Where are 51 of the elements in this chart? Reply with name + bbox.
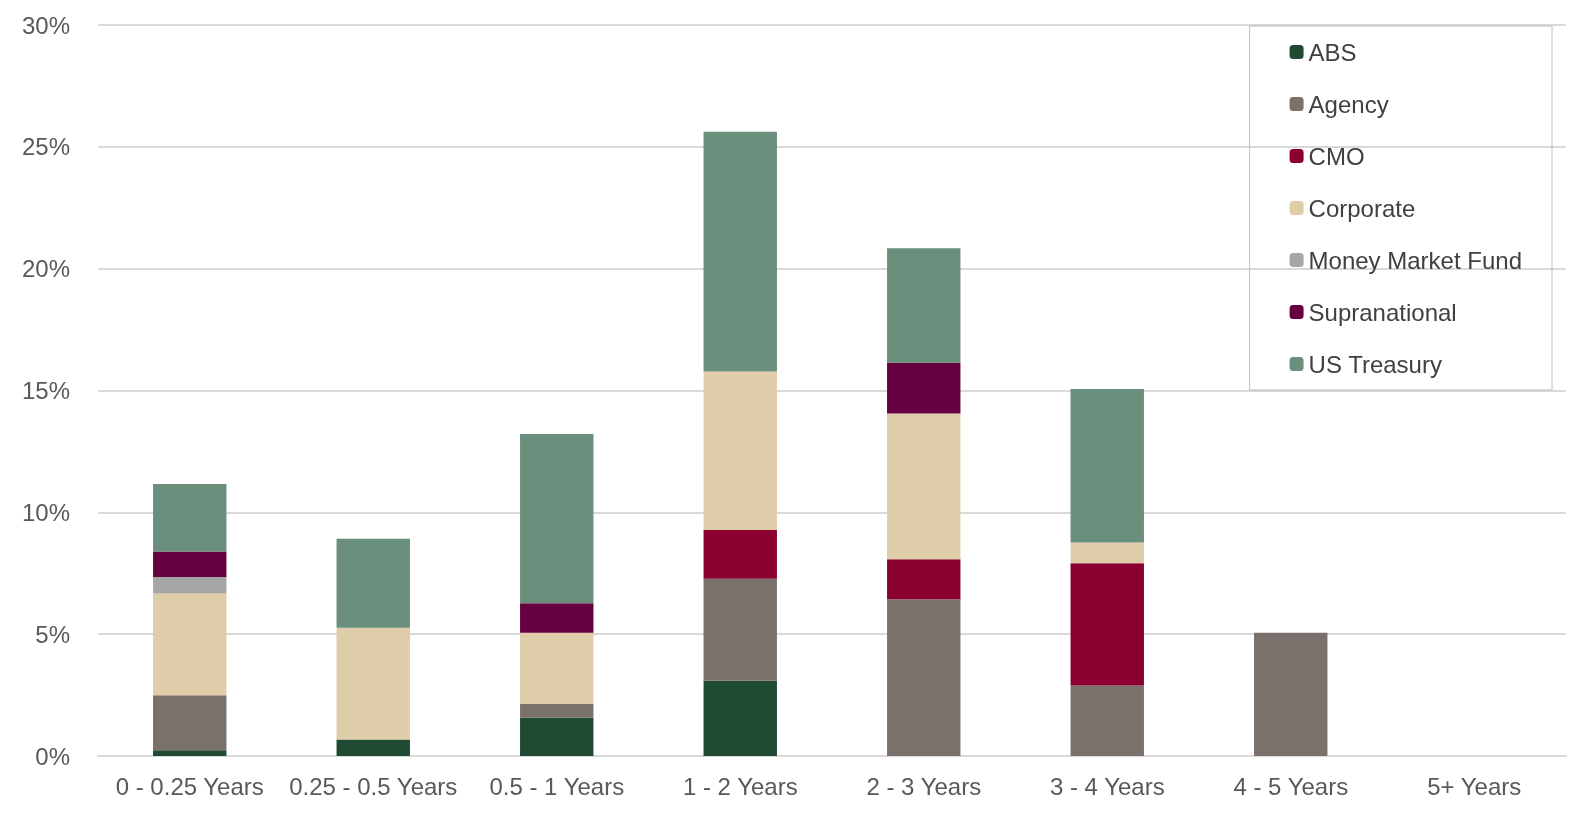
x-tick-label: 1 - 2 Years	[682, 772, 798, 800]
y-tick-label: 5%	[35, 620, 70, 648]
bar	[703, 131, 777, 372]
x-tick-label: 5+ Years	[1427, 772, 1522, 800]
y-tick-label: 10%	[21, 498, 70, 526]
bar	[520, 717, 594, 756]
bar	[520, 434, 594, 604]
legend-label: ABS	[1308, 38, 1357, 66]
legend-label: Money Market Fund	[1308, 246, 1522, 274]
bar	[703, 529, 777, 579]
x-tick-label: 4 - 5 Years	[1233, 772, 1349, 800]
x-tick-label: 0.5 - 1 Years	[489, 772, 625, 800]
bar	[1070, 563, 1144, 686]
bar	[520, 632, 594, 705]
bar	[1070, 542, 1144, 564]
y-tick-label: 25%	[21, 133, 70, 161]
y-tick-label: 20%	[21, 255, 70, 283]
bar	[1070, 685, 1144, 756]
bar	[153, 484, 227, 552]
bar	[887, 362, 961, 414]
legend-label: Supranational	[1308, 298, 1457, 326]
legend-label: Agency	[1308, 90, 1389, 118]
y-tick-label: 30%	[21, 11, 70, 39]
bar	[887, 599, 961, 756]
bar	[153, 576, 227, 594]
x-tick-label: 0.25 - 0.5 Years	[289, 772, 458, 800]
legend-label: Corporate	[1308, 194, 1416, 222]
y-tick-label: 15%	[21, 377, 70, 404]
bar	[153, 551, 227, 577]
legend-label: US Treasury	[1308, 350, 1442, 378]
legend-label: CMO	[1308, 142, 1365, 170]
bar	[887, 413, 961, 560]
x-tick-label: 0 - 0.25 Years	[115, 772, 264, 800]
y-tick-label: 0%	[35, 742, 70, 770]
bar	[153, 750, 227, 756]
bar	[1254, 632, 1328, 756]
bar	[153, 593, 227, 696]
bar	[703, 371, 777, 530]
bar	[336, 739, 410, 756]
bar	[520, 603, 594, 633]
bar	[153, 695, 227, 751]
bar	[336, 627, 410, 740]
bar	[520, 704, 594, 718]
bar	[703, 680, 777, 756]
bar	[887, 248, 961, 363]
x-tick-label: 3 - 4 Years	[1049, 772, 1165, 800]
bar	[887, 559, 961, 600]
bar	[336, 538, 410, 628]
bar	[1070, 389, 1144, 543]
x-tick-label: 2 - 3 Years	[866, 772, 982, 800]
bar	[703, 578, 777, 681]
